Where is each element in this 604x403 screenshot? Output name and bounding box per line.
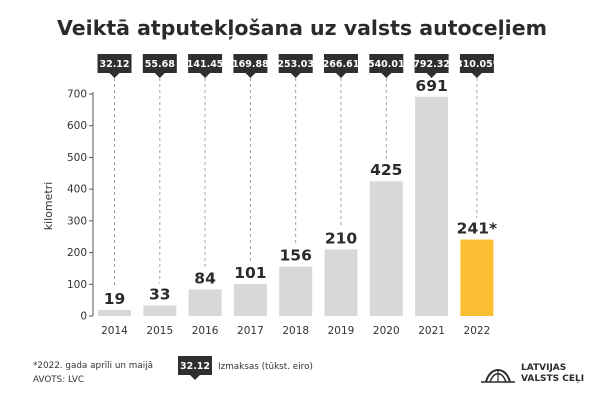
road-arch-logo-icon bbox=[481, 369, 515, 383]
bar bbox=[233, 283, 267, 316]
cost-label: 55.68 bbox=[145, 59, 175, 70]
cost-box bbox=[233, 54, 268, 73]
legend-swatch bbox=[178, 356, 212, 375]
x-tick-label: 2016 bbox=[192, 325, 219, 337]
bar-value-label: 156 bbox=[280, 247, 312, 265]
x-tick-label: 2019 bbox=[328, 325, 355, 337]
footnote: *2022. gada aprīli un maijā bbox=[33, 361, 153, 371]
cost-box-pointer bbox=[290, 73, 301, 78]
x-tick-label: 2020 bbox=[373, 325, 400, 337]
bar-value-label: 210 bbox=[325, 229, 358, 247]
cost-box-pointer bbox=[109, 73, 120, 78]
cost-box-pointer bbox=[154, 73, 165, 78]
bar bbox=[369, 181, 403, 316]
x-tick-label: 2015 bbox=[146, 325, 173, 337]
logo-line-1: LATVIJAS bbox=[521, 363, 566, 373]
bar bbox=[279, 266, 313, 316]
y-tick-label: 0 bbox=[80, 311, 87, 323]
cost-box bbox=[324, 54, 358, 73]
cost-label: 266.61 bbox=[323, 59, 360, 70]
cost-box-pointer bbox=[336, 73, 346, 78]
cost-label: 310.05* bbox=[456, 59, 498, 70]
cost-label: 792.32 bbox=[413, 59, 450, 70]
cost-box-pointer bbox=[245, 73, 256, 78]
x-tick-label: 2018 bbox=[282, 325, 309, 337]
legend-swatch-pointer bbox=[190, 375, 200, 380]
bar bbox=[460, 239, 494, 316]
bar-value-label: 33 bbox=[149, 286, 171, 304]
cost-box-pointer bbox=[381, 73, 392, 78]
bar-value-label: 19 bbox=[104, 290, 126, 308]
x-tick-label: 2017 bbox=[237, 325, 264, 337]
y-tick-label: 100 bbox=[67, 279, 87, 291]
bar bbox=[98, 309, 131, 316]
x-tick-label: 2021 bbox=[418, 325, 445, 337]
bar-value-label: 691 bbox=[415, 77, 447, 95]
chart-title: Veiktā atputekļošana uz valsts autoceļie… bbox=[57, 16, 547, 40]
cost-label: 141.45 bbox=[187, 59, 224, 70]
bar bbox=[324, 249, 358, 316]
bar bbox=[188, 289, 222, 316]
y-tick-label: 300 bbox=[67, 215, 87, 227]
cost-box bbox=[369, 54, 404, 73]
y-axis-label: kilometri bbox=[42, 182, 55, 231]
cost-box bbox=[142, 54, 177, 73]
x-tick-label: 2022 bbox=[464, 325, 491, 337]
bar-value-label: 241* bbox=[457, 220, 497, 238]
cost-box bbox=[414, 54, 449, 73]
cost-box bbox=[459, 54, 494, 73]
legend-label: Izmaksas (tūkst. eiro) bbox=[218, 362, 313, 372]
cost-box bbox=[97, 54, 132, 73]
source-text: AVOTS: LVC bbox=[33, 375, 84, 385]
y-tick-label: 400 bbox=[67, 184, 87, 196]
cost-label: 253.03 bbox=[277, 59, 314, 70]
cost-box bbox=[278, 54, 313, 73]
y-tick-label: 600 bbox=[67, 120, 87, 132]
cost-box-pointer bbox=[200, 73, 211, 78]
cost-box bbox=[188, 54, 223, 73]
cost-box-pointer bbox=[426, 73, 437, 78]
bar-value-label: 84 bbox=[194, 269, 216, 287]
logo-line-2: VALSTS CEĻI bbox=[521, 374, 584, 384]
bar-value-label: 425 bbox=[370, 161, 402, 179]
cost-label: 540.01 bbox=[368, 59, 405, 70]
plot-area: 0 100 200 300 400 500 600 700 19 32.12 2014 33 55.68… bbox=[67, 54, 498, 337]
bar bbox=[415, 96, 449, 317]
y-tick-label: 500 bbox=[67, 152, 87, 164]
x-tick-label: 2014 bbox=[101, 325, 128, 337]
legend-sample-value: 32.12 bbox=[180, 361, 210, 372]
cost-label: 32.12 bbox=[99, 59, 129, 70]
cost-label: 169.88 bbox=[232, 59, 269, 70]
bar-value-label: 101 bbox=[234, 264, 266, 282]
y-tick-label: 200 bbox=[67, 247, 87, 259]
bar bbox=[143, 305, 177, 316]
cost-box-pointer bbox=[471, 73, 482, 78]
y-tick-label: 700 bbox=[67, 89, 87, 101]
